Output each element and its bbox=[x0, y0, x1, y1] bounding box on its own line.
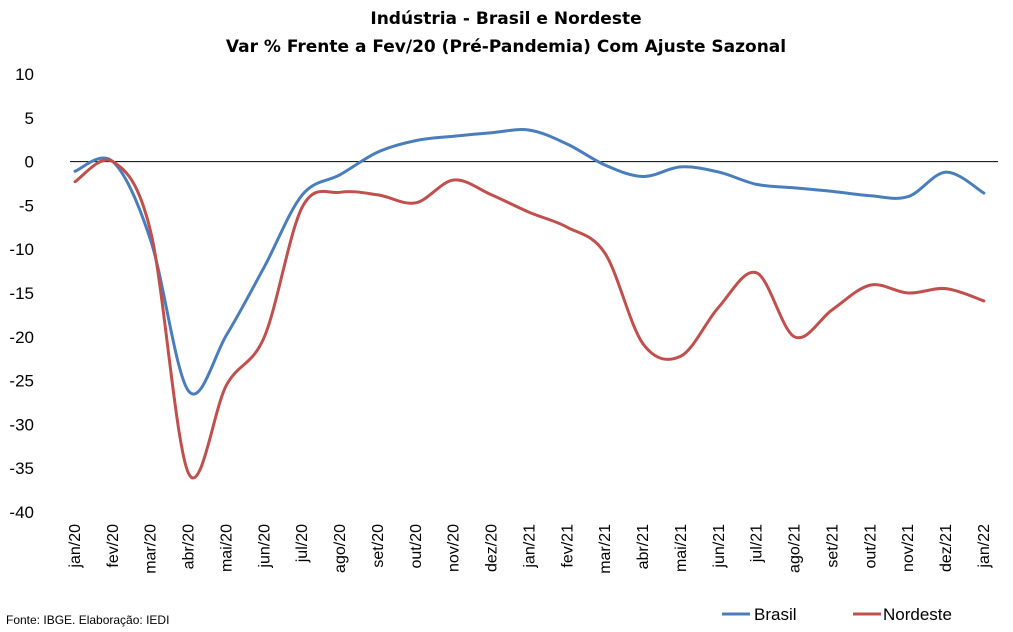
x-tick-label: mai/21 bbox=[673, 524, 690, 572]
series-line-brasil bbox=[73, 128, 986, 396]
x-tick-label: mar/21 bbox=[597, 524, 614, 574]
x-tick-label: ago/21 bbox=[787, 524, 804, 573]
y-tick-label: -20 bbox=[9, 328, 34, 347]
x-tick-label: mar/20 bbox=[143, 524, 160, 574]
x-tick-label: fev/21 bbox=[559, 524, 576, 568]
x-tick-label: jul/21 bbox=[749, 524, 766, 563]
x-tick-label: dez/21 bbox=[938, 524, 955, 572]
x-tick-label: jul/20 bbox=[294, 524, 311, 563]
x-tick-label: abr/20 bbox=[181, 524, 198, 569]
legend: Brasil Nordeste bbox=[722, 605, 952, 624]
x-tick-label: jan/21 bbox=[521, 524, 538, 569]
x-tick-label: jan/20 bbox=[67, 524, 84, 569]
y-tick-label: -40 bbox=[9, 503, 34, 522]
y-tick-label: -30 bbox=[9, 415, 34, 434]
x-axis-ticks: jan/20 fev/20 mar/20 abr/20 mai/20 jun/20 jul/… bbox=[67, 524, 993, 574]
x-tick-label: dez/20 bbox=[484, 524, 501, 572]
x-tick-label: jan/22 bbox=[976, 524, 993, 569]
x-tick-label: set/21 bbox=[824, 524, 841, 568]
x-tick-label: out/21 bbox=[862, 524, 879, 569]
y-tick-label: -35 bbox=[9, 459, 34, 478]
y-tick-label: -5 bbox=[19, 196, 34, 215]
y-tick-label: -10 bbox=[9, 240, 34, 259]
series-lines bbox=[73, 128, 986, 480]
y-tick-label: -25 bbox=[9, 372, 34, 391]
x-tick-label: out/20 bbox=[408, 524, 425, 569]
x-tick-label: ago/20 bbox=[332, 524, 349, 573]
y-tick-label: -15 bbox=[9, 284, 34, 303]
y-axis-ticks: 10 5 0 -5 -10 -15 -20 -25 -30 -35 -40 bbox=[9, 65, 34, 522]
y-tick-label: 5 bbox=[25, 109, 34, 128]
source-note: Fonte: IBGE. Elaboração: IEDI bbox=[6, 613, 169, 627]
series-line-nordeste bbox=[73, 158, 986, 480]
legend-label-brasil: Brasil bbox=[754, 605, 797, 624]
chart-subtitle: Var % Frente a Fev/20 (Pré-Pandemia) Com… bbox=[226, 37, 786, 57]
y-tick-label: 10 bbox=[15, 65, 34, 84]
x-tick-label: set/20 bbox=[370, 524, 387, 568]
x-tick-label: jun/21 bbox=[711, 524, 728, 569]
x-tick-label: nov/20 bbox=[446, 524, 463, 572]
legend-label-nordeste: Nordeste bbox=[883, 605, 952, 624]
x-tick-label: nov/21 bbox=[900, 524, 917, 572]
x-tick-label: jun/20 bbox=[256, 524, 273, 569]
y-tick-label: 0 bbox=[25, 153, 34, 172]
x-tick-label: mai/20 bbox=[218, 524, 235, 572]
x-tick-label: abr/21 bbox=[635, 524, 652, 569]
x-tick-label: fev/20 bbox=[105, 524, 122, 568]
chart-title: Indústria - Brasil e Nordeste bbox=[370, 9, 641, 29]
